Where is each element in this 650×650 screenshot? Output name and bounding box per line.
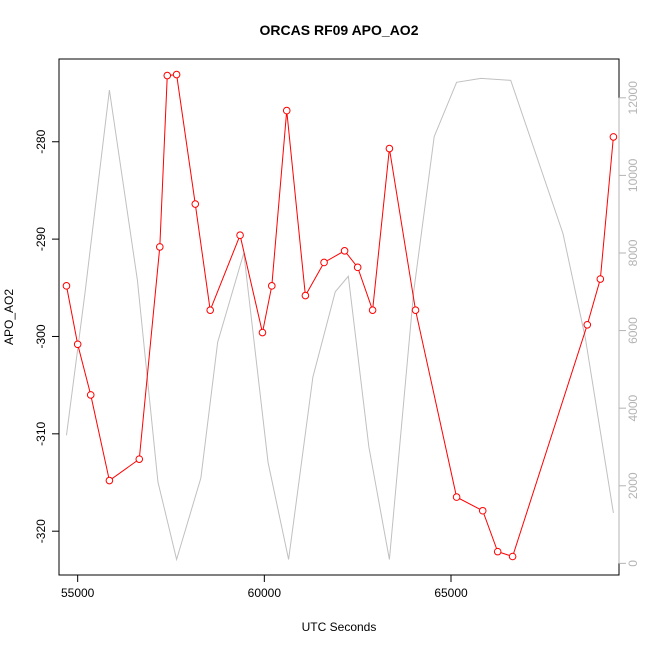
y-tick-label: -280 bbox=[34, 129, 48, 153]
axes-layer: 55000 60000 65000 -320 -310 -300 -290 -280 0 2000… bbox=[34, 81, 640, 600]
data-point bbox=[340, 247, 349, 255]
data-point bbox=[609, 133, 618, 141]
data-point bbox=[282, 106, 291, 115]
data-point bbox=[596, 275, 605, 283]
data-point bbox=[135, 455, 144, 463]
y2-tick-label: 2000 bbox=[626, 472, 640, 499]
y2-tick-label: 6000 bbox=[626, 317, 640, 344]
data-point bbox=[301, 291, 310, 300]
y2-tick-label: 0 bbox=[626, 560, 640, 567]
plot-frame bbox=[58, 58, 620, 576]
y2-tick-label: 12000 bbox=[626, 81, 640, 115]
y-tick-label: -310 bbox=[34, 422, 48, 446]
y-axis-label: APO_AO2 bbox=[2, 289, 16, 345]
data-point bbox=[411, 306, 420, 314]
data-point bbox=[493, 547, 502, 556]
y2-tick-label: 10000 bbox=[626, 158, 640, 192]
y-tick-label: -300 bbox=[34, 324, 48, 348]
data-point bbox=[62, 282, 71, 290]
x-axis-label: UTC Seconds bbox=[302, 620, 377, 634]
data-point bbox=[385, 144, 394, 153]
series-layer bbox=[62, 70, 618, 562]
right-axis-series-line bbox=[65, 77, 614, 562]
y2-tick-label: 4000 bbox=[626, 395, 640, 422]
y2-tick-label: 8000 bbox=[626, 239, 640, 266]
data-point bbox=[583, 320, 592, 329]
x-tick-label: 55000 bbox=[61, 586, 95, 600]
data-point bbox=[172, 70, 181, 79]
x-tick-label: 60000 bbox=[248, 586, 282, 600]
data-point bbox=[86, 391, 95, 399]
data-point bbox=[368, 306, 377, 314]
data-point bbox=[163, 71, 172, 80]
chart-title: ORCAS RF09 APO_AO2 bbox=[260, 22, 419, 38]
data-point bbox=[353, 263, 362, 272]
data-point bbox=[236, 231, 244, 240]
y-tick-label: -290 bbox=[34, 227, 48, 251]
left-axis-series-line bbox=[65, 74, 614, 558]
data-point bbox=[508, 552, 517, 561]
data-point bbox=[258, 328, 267, 337]
data-point bbox=[156, 243, 164, 251]
data-point bbox=[191, 200, 200, 208]
data-point bbox=[105, 476, 114, 485]
data-point bbox=[320, 258, 328, 267]
data-point bbox=[478, 506, 487, 515]
data-point bbox=[452, 493, 461, 501]
y-tick-label: -320 bbox=[34, 519, 48, 543]
data-point bbox=[268, 282, 276, 290]
x-tick-label: 65000 bbox=[434, 586, 468, 600]
data-point bbox=[73, 340, 82, 349]
data-point bbox=[206, 306, 214, 314]
